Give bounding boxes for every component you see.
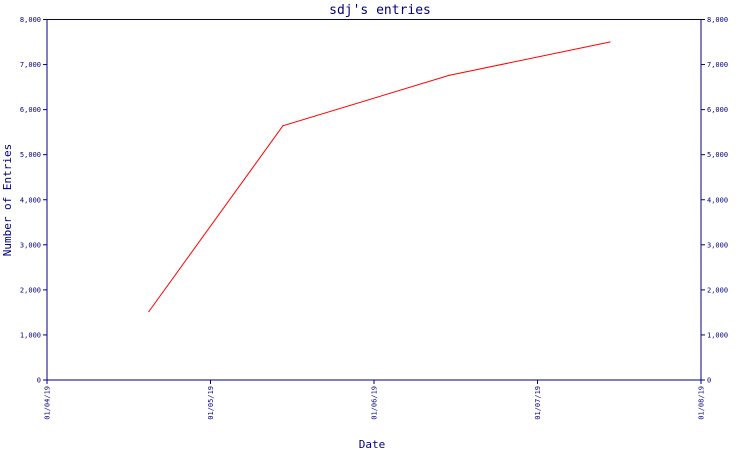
y-tick-label-right: 8,000 — [707, 16, 728, 24]
y-axis-left: 0 1,000 2,000 3,000 4,000 5,000 6,000 7,000 8,00… — [20, 16, 47, 385]
y-tick-label-left: 5,000 — [20, 151, 41, 159]
y-tick-label-right: 5,000 — [707, 151, 728, 159]
chart-title: sdj's entries — [329, 3, 431, 18]
x-tick-label: 01/06/19 — [371, 386, 379, 420]
y-tick-label-right: 3,000 — [707, 241, 728, 249]
x-tick-label: 01/07/19 — [534, 386, 542, 420]
y-tick-label-right: 4,000 — [707, 196, 728, 204]
y-tick-label-left: 8,000 — [20, 16, 41, 24]
data-point — [448, 74, 450, 76]
data-point — [609, 41, 611, 43]
y-tick-label-left: 7,000 — [20, 61, 41, 69]
x-tick-label: 01/08/19 — [698, 386, 706, 420]
series-line — [148, 41, 611, 312]
x-axis: 01/04/19 01/05/19 01/06/19 01/07/19 01/08/19 — [44, 380, 706, 420]
x-tick-label: 01/04/19 — [44, 386, 52, 420]
y-tick-label-left: 3,000 — [20, 241, 41, 249]
plot-frame — [46, 19, 702, 381]
y-tick-label-left: 2,000 — [20, 286, 41, 294]
y-tick-label-right: 1,000 — [707, 331, 728, 339]
data-point — [148, 310, 150, 313]
series-group — [148, 41, 611, 313]
y-tick-label-right: 0 — [707, 377, 711, 385]
y-tick-label-left: 0 — [37, 377, 41, 385]
y-tick-label-left: 6,000 — [20, 106, 41, 114]
y-tick-label-right: 7,000 — [707, 61, 728, 69]
y-tick-label-left: 1,000 — [20, 331, 41, 339]
x-axis-label: Date — [359, 438, 386, 450]
y-tick-label-left: 4,000 — [20, 196, 41, 204]
y-tick-label-right: 2,000 — [707, 286, 728, 294]
data-point — [282, 125, 284, 127]
y-axis-right: 0 1,000 2,000 3,000 4,000 5,000 6,000 7,000 8,00… — [701, 16, 728, 385]
x-tick-label: 01/05/19 — [207, 386, 215, 420]
y-tick-label-right: 6,000 — [707, 106, 728, 114]
y-axis-label: Number of Entries — [1, 144, 14, 257]
